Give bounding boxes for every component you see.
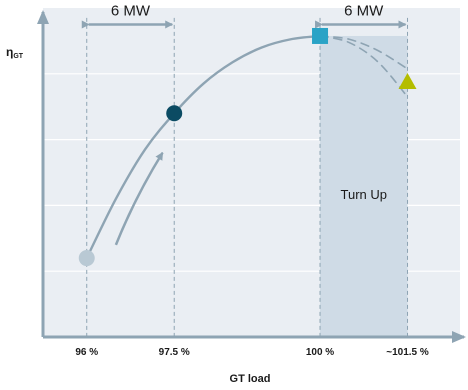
span-label-1: 6 MW — [344, 2, 384, 19]
x-tick-label-3: ~101.5 % — [386, 347, 429, 358]
turn-up-label: Turn Up — [341, 187, 387, 202]
y-axis-title: ηGT — [6, 45, 24, 60]
x-tick-label-1: 97.5 % — [159, 347, 190, 358]
span-label-0: 6 MW — [111, 2, 151, 19]
y-axis-title-main: η — [6, 45, 13, 59]
marker-circle-1 — [166, 105, 183, 122]
y-axis-title-sub: GT — [13, 53, 23, 60]
marker-triangle-3 — [398, 73, 417, 90]
x-axis-title: GT load — [230, 373, 271, 385]
series-turn-up-path-lower — [319, 35, 409, 98]
x-tick-label-0: 96 % — [75, 347, 98, 358]
load-increase-arrow — [114, 151, 164, 246]
marker-square-2 — [312, 27, 329, 44]
series-efficiency-curve — [85, 34, 322, 260]
x-tick-label-2: 100 % — [306, 347, 334, 358]
turn-up-region — [320, 35, 408, 338]
series-turn-up-path-upper — [319, 35, 409, 70]
marker-circle-0 — [78, 250, 95, 267]
